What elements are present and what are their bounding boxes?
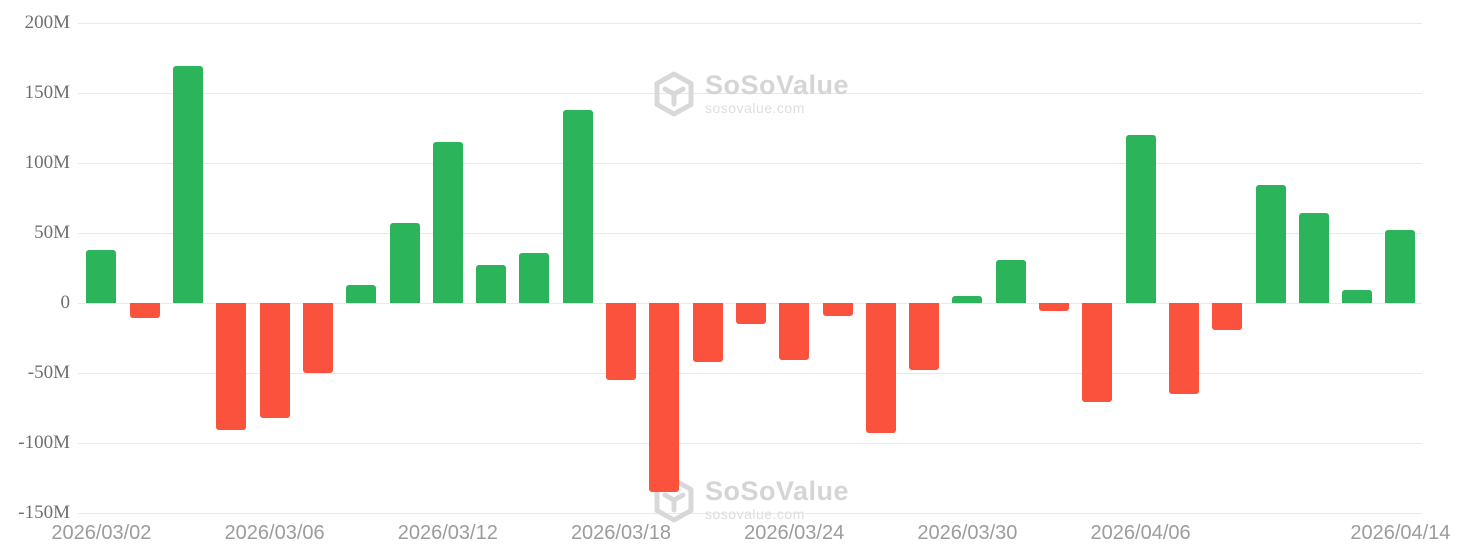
watermark-bottom: SoSoValue sosovalue.com [653,477,849,523]
watermark-site: sosovalue.com [705,506,805,522]
x-axis-tick-label: 2026/04/14 [1350,522,1451,544]
y-axis-tick-label: 200M [24,12,70,33]
bar[interactable] [519,252,550,303]
bar[interactable] [649,303,680,492]
bar[interactable] [995,259,1026,303]
x-axis-tick-label: 2026/03/06 [224,522,325,544]
watermark-brand: SoSoValue [705,70,850,100]
bar[interactable] [1039,303,1069,312]
bar[interactable] [865,303,896,434]
bar[interactable] [1255,185,1286,303]
y-axis-tick-label: -150M [18,502,70,523]
bar[interactable] [1212,303,1243,330]
bar[interactable] [1385,230,1416,303]
x-axis-tick-label: 2026/04/06 [1090,522,1191,544]
x-axis-tick-label: 2026/03/18 [570,522,672,544]
gridline [78,232,1422,234]
bar[interactable] [606,303,636,380]
bar[interactable] [822,303,853,316]
bar[interactable] [1298,213,1329,303]
bar[interactable] [302,303,333,373]
gridline [78,512,1422,514]
bar[interactable] [476,265,507,303]
x-axis-tick-label: 2026/03/12 [397,522,498,544]
gridline [78,372,1422,374]
y-axis-tick-label: -50M [27,362,70,383]
bar[interactable] [259,303,290,418]
bar[interactable] [389,223,420,303]
watermark-site: sosovalue.com [705,100,805,116]
x-axis-tick-label: 2026/03/30 [917,522,1018,544]
bar[interactable] [909,303,940,371]
bar[interactable] [432,142,463,303]
bar[interactable] [952,296,983,303]
watermark-text: SoSoValue sosovalue.com [705,70,850,117]
gridline [78,92,1422,94]
bar[interactable] [779,303,810,361]
gridline [78,162,1422,164]
y-axis-tick-label: 100M [24,152,70,173]
watermark-brand: SoSoValue [705,476,850,506]
bar[interactable] [1082,303,1113,403]
y-axis-tick-label: 50M [34,222,70,243]
bar[interactable] [86,249,117,303]
watermark-text: SoSoValue sosovalue.com [705,476,850,523]
bar[interactable] [1342,290,1373,303]
bar[interactable] [735,303,766,324]
watermark-top: SoSoValue sosovalue.com [653,71,849,117]
y-axis-tick-label: 150M [24,82,70,103]
y-axis-tick-label: 0 [60,292,71,313]
bar[interactable] [562,109,593,303]
bar[interactable] [216,303,247,431]
bar[interactable] [173,66,203,303]
y-axis-tick-label: -100M [18,432,70,453]
gridline [78,442,1422,444]
x-axis-tick-label: 2026/03/02 [51,522,152,544]
sosovalue-logo-icon [654,71,694,117]
bar[interactable] [346,284,377,303]
bar[interactable] [692,303,723,362]
bar[interactable] [1125,135,1156,303]
x-axis-tick-label: 2026/03/24 [744,522,845,544]
bar[interactable] [129,303,160,319]
bar[interactable] [1168,303,1199,394]
gridline [78,22,1422,24]
